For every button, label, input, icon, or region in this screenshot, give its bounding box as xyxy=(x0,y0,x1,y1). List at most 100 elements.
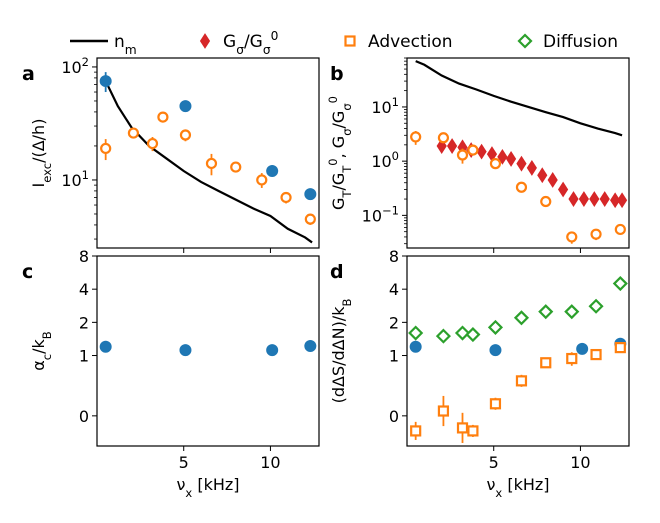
x-tick-label: 5 xyxy=(489,453,499,472)
legend-label: nm xyxy=(114,32,137,57)
y-tick-label: 8 xyxy=(389,247,399,266)
series-diffusion-point xyxy=(454,325,471,341)
series-advection-point xyxy=(230,161,242,173)
series-advection-point xyxy=(540,195,552,208)
series-g-g--point xyxy=(537,167,548,184)
series-advection-point xyxy=(157,111,169,123)
series-g-g--point xyxy=(557,181,569,198)
series-g-g--point xyxy=(516,155,527,172)
series-diffusion-point xyxy=(465,326,481,343)
series-diffusion-point xyxy=(612,275,628,292)
panel-label: c xyxy=(22,261,33,283)
series-advection-point xyxy=(205,157,218,170)
legend-label: Advection xyxy=(368,32,453,52)
series-advection-point xyxy=(590,228,602,240)
series-advection-point xyxy=(146,137,159,150)
series-g-g--point xyxy=(505,150,517,167)
series-diffusion-point xyxy=(408,325,424,341)
series-advection-point xyxy=(456,149,469,161)
series-advection-point xyxy=(127,127,140,139)
series-advection-point xyxy=(515,375,528,387)
y-tick-label: 101 xyxy=(371,95,399,117)
legend-label: Gσ/Gσ0 xyxy=(223,29,278,57)
series-diffusion-point xyxy=(409,340,422,353)
series-advection-point xyxy=(489,398,502,410)
series-advection-point xyxy=(540,357,552,369)
series-advection-point xyxy=(410,131,422,143)
series-advection-point xyxy=(614,342,626,354)
series-g-g--point xyxy=(589,191,600,207)
y-tick-label: 0 xyxy=(79,407,89,426)
legend-swatch xyxy=(199,33,211,49)
x-tick-label: 10 xyxy=(570,453,590,472)
series-diffusion-point xyxy=(304,188,317,201)
x-axis-label: νx [kHz] xyxy=(486,475,549,500)
series-g-g--point xyxy=(497,148,508,165)
series-g-g--point xyxy=(526,160,537,176)
panel-b: b 10−1 100 101 GT/GT0, Gσ/Gσ0 xyxy=(326,57,630,253)
series-diffusion-point xyxy=(538,304,554,320)
y-tick-label: 10−1 xyxy=(362,203,399,225)
series-advection-point xyxy=(410,425,422,437)
y-tick-label: 2 xyxy=(79,313,89,332)
series-advection-point xyxy=(437,405,450,417)
x-tick-label: 5 xyxy=(179,453,189,472)
series-g-g--point xyxy=(616,192,628,209)
series-diffusion-point xyxy=(588,298,604,314)
series-diffusion-point xyxy=(179,100,192,113)
plot-frame xyxy=(406,57,630,249)
panel-d: d 0 1 2 4 8 5 10 (dΔS/dΔN)/kB νx [kHz] xyxy=(329,247,630,500)
series-g-g--point xyxy=(476,143,487,160)
series-diffusion-point xyxy=(99,340,112,353)
series-n-m-line xyxy=(415,60,623,137)
y-tick-label: 102 xyxy=(61,55,89,77)
panel-label: a xyxy=(22,63,35,85)
series-diffusion-point xyxy=(266,344,279,357)
y-axis-label: αc/kB xyxy=(29,331,54,371)
series-advection-point xyxy=(467,425,479,437)
x-tick-label: 10 xyxy=(260,453,280,472)
plot-frame xyxy=(96,57,320,249)
plot-frame xyxy=(96,255,320,447)
y-axis-label: GT/GT0, Gσ/Gσ0 xyxy=(326,96,354,210)
series-g-g--point xyxy=(446,138,458,154)
series-diffusion-point xyxy=(513,310,530,326)
legend-swatch xyxy=(344,35,356,47)
y-tick-label: 1 xyxy=(389,347,399,366)
legend-item: Gσ/Gσ0 xyxy=(199,29,278,57)
series-g-g--point xyxy=(568,191,579,207)
legend-label: Diffusion xyxy=(543,32,618,52)
series-diffusion-point xyxy=(487,319,504,335)
series-diffusion-point xyxy=(564,304,580,320)
series-g-g--point xyxy=(547,172,558,188)
series-diffusion-point xyxy=(576,342,589,355)
y-tick-label: 0 xyxy=(389,407,399,426)
series-advection-point xyxy=(489,158,502,170)
legend-item: Advection xyxy=(344,32,453,52)
series-advection-point xyxy=(515,181,528,193)
x-axis-label: νx [kHz] xyxy=(176,475,239,500)
series-advection-point xyxy=(256,174,268,186)
series-layer xyxy=(408,275,628,443)
legend-item: Diffusion xyxy=(517,32,618,52)
series-g-g--point xyxy=(610,192,621,209)
series-advection-point xyxy=(566,231,578,243)
y-axis-label: Iexc/(Δ/h) xyxy=(29,119,54,188)
series-g-g--point xyxy=(578,191,590,207)
series-advection-point xyxy=(590,348,602,361)
legend: nm Gσ/Gσ0 Advection Diffusion xyxy=(70,29,618,57)
y-tick-label: 1 xyxy=(79,347,89,366)
series-advection-point xyxy=(437,132,450,144)
series-advection-point xyxy=(179,129,192,141)
series-advection-point xyxy=(614,223,626,236)
series-advection-point xyxy=(467,144,479,156)
legend-item: nm xyxy=(70,32,137,57)
panel-label: d xyxy=(330,261,344,283)
series-layer xyxy=(410,60,628,244)
series-advection-point xyxy=(280,191,292,204)
series-layer xyxy=(99,72,317,244)
legend-swatch xyxy=(517,33,533,49)
series-diffusion-point xyxy=(179,344,192,357)
